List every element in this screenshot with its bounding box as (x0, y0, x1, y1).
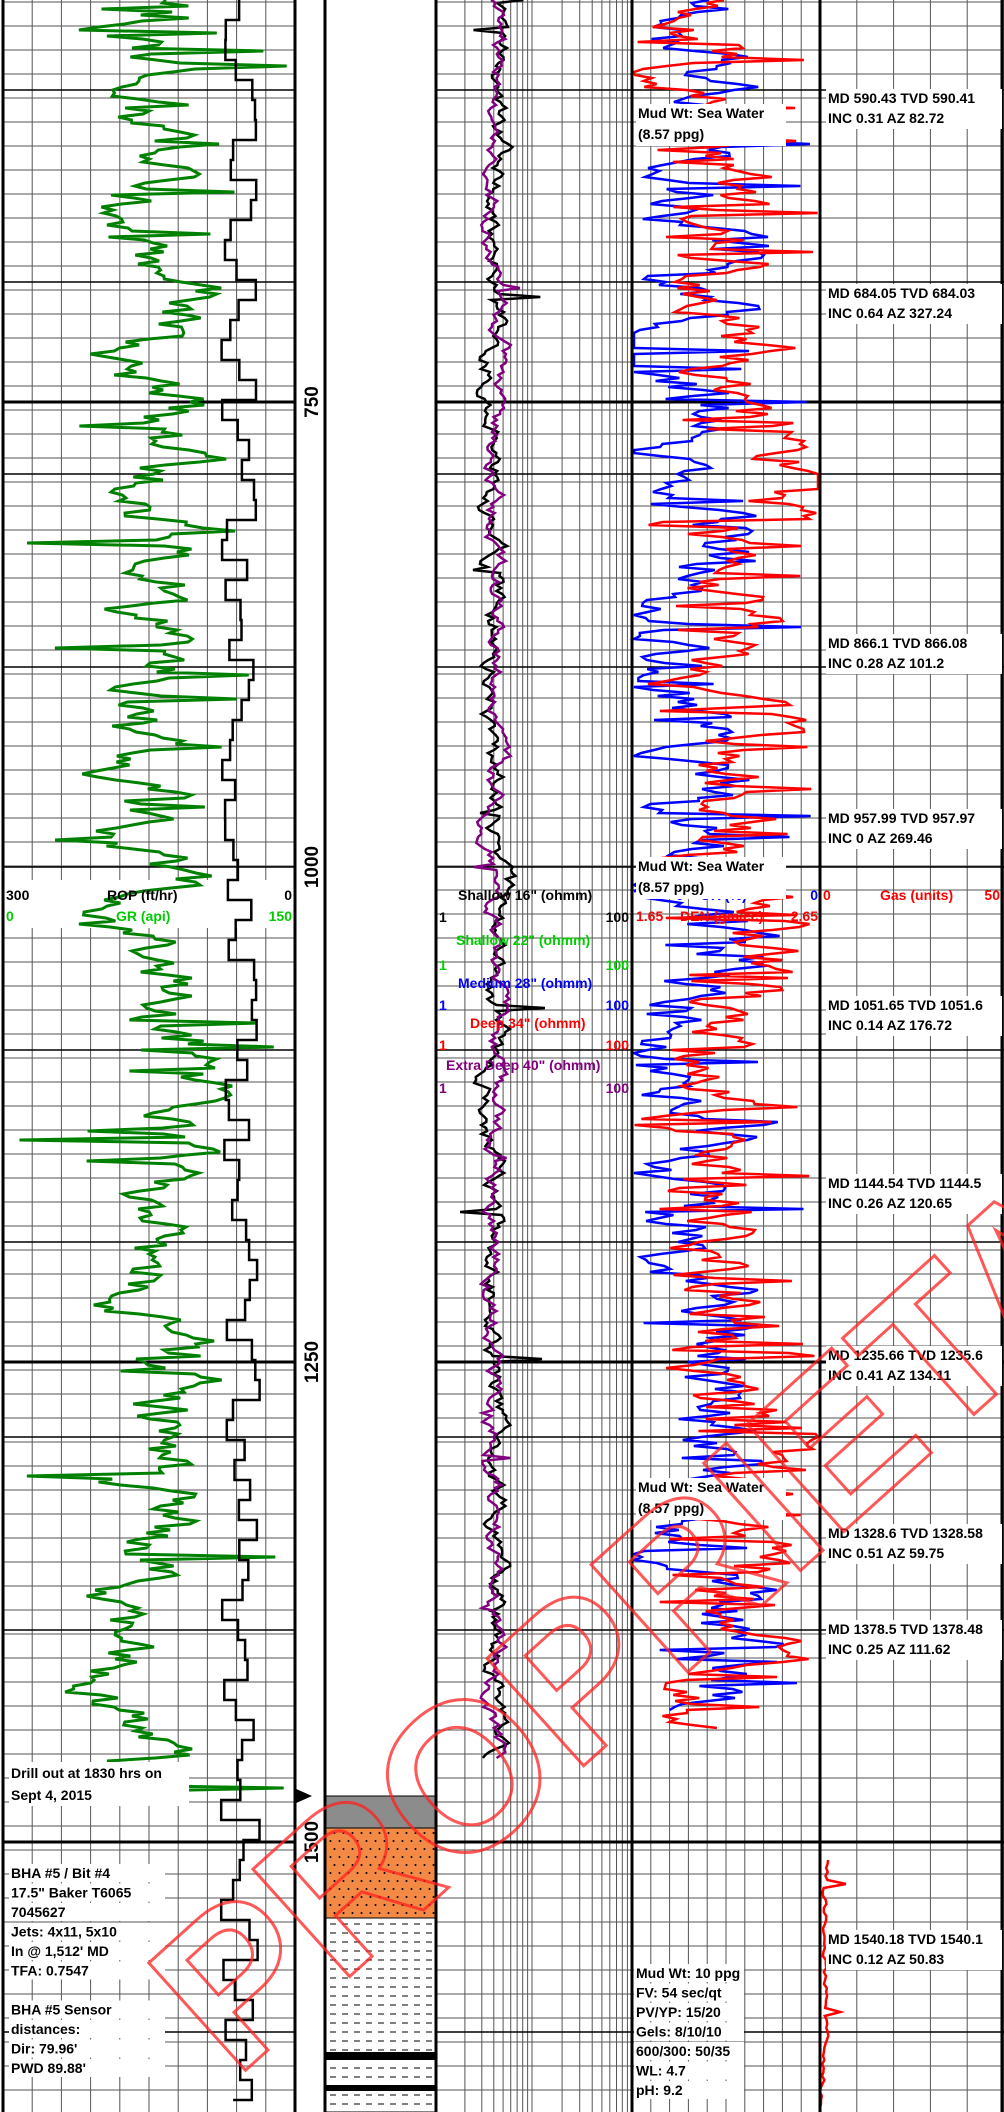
res-name-3: Deep 34" (ohmm) (470, 1015, 586, 1031)
bha-info-4: In @ 1,512' MD (11, 1943, 109, 1959)
den-min: 1.65 (636, 908, 663, 924)
depth-label-750: 750 (302, 386, 323, 418)
or-curve (629, 0, 811, 1712)
gas-min: 0 (823, 887, 831, 903)
rop-name: ROP (ft/hr) (107, 887, 178, 903)
survey-4-line1: MD 1051.65 TVD 1051.6 (828, 997, 983, 1013)
casing-marker (294, 1788, 312, 1804)
res-max-3: 100 (606, 1037, 630, 1053)
depth-label-1000: 1000 (302, 846, 323, 888)
mud-note-2-line1: Mud Wt: Sea Water (638, 1479, 765, 1495)
log-curves (19, 0, 847, 2112)
survey-1-line1: MD 684.05 TVD 684.03 (828, 285, 975, 301)
survey-8-line2: INC 0.25 AZ 111.62 (828, 1641, 951, 1657)
res-min-0: 1 (439, 909, 447, 925)
survey-4-line2: INC 0.14 AZ 176.72 (828, 1017, 952, 1033)
den-name: DEN (gm/cc) (680, 908, 763, 924)
res-name-1: Shallow 22" (ohmm) (456, 932, 590, 948)
survey-7-line1: MD 1328.6 TVD 1328.58 (828, 1525, 983, 1541)
survey-8-line1: MD 1378.5 TVD 1378.48 (828, 1621, 983, 1637)
depth-label-1250: 1250 (302, 1341, 323, 1383)
den-max: 2.65 (791, 908, 818, 924)
lithology-column (294, 1788, 437, 2112)
survey-2-line1: MD 866.1 TVD 866.08 (828, 635, 968, 651)
bha-info-8: distances: (11, 2021, 80, 2037)
survey-3-line2: INC 0 AZ 269.46 (828, 830, 933, 846)
or-max: 0 (810, 887, 818, 903)
bha-info-9: Dir: 79.96' (11, 2041, 77, 2057)
lithology-sand (324, 1827, 437, 1919)
res-min-1: 1 (439, 957, 447, 973)
extra-deep-40-curve (473, 0, 521, 1760)
survey-1-line2: INC 0.64 AZ 327.24 (828, 305, 952, 321)
survey-0-line2: INC 0.31 AZ 82.72 (828, 110, 944, 126)
depth-label-1500: 1500 (302, 1821, 323, 1863)
bha-info-0: BHA #5 / Bit #4 (11, 1865, 110, 1881)
res-max-1: 100 (606, 957, 630, 973)
rop-curve (219, 0, 261, 2102)
annotations: Mud Wt: Sea Water (8.57 ppg) Mud Wt: Sea W… (9, 89, 1002, 2099)
res-max-0: 100 (606, 909, 630, 925)
res-name-2: Medium 28" (ohmm) (458, 975, 592, 991)
gas-max: 50 (984, 887, 1000, 903)
gr-min: 0 (6, 908, 14, 924)
bha-info-10: PWD 89.88' (11, 2060, 86, 2076)
survey-9-line2: INC 0.12 AZ 50.83 (828, 1951, 944, 1967)
gr-curve (19, 0, 287, 1796)
survey-0-line1: MD 590.43 TVD 590.41 (828, 90, 975, 106)
survey-7-line2: INC 0.51 AZ 59.75 (828, 1545, 944, 1561)
rop-min: 300 (6, 887, 30, 903)
res-name-4: Extra Deep 40" (ohmm) (446, 1057, 600, 1073)
mud-property-0: Mud Wt: 10 ppg (636, 1965, 740, 1981)
gas-curve (818, 1859, 847, 2112)
mud-note-1-line2: (8.57 ppg) (638, 879, 704, 895)
mud-note-1-line1: Mud Wt: Sea Water (638, 858, 765, 874)
res-min-2: 1 (439, 997, 447, 1013)
bha-info-5: TFA: 0.7547 (11, 1963, 89, 1979)
bha-info-7: BHA #5 Sensor (11, 2002, 112, 2018)
survey-3-line1: MD 957.99 TVD 957.97 (828, 810, 975, 826)
bha-info-1: 17.5" Baker T6065 (11, 1885, 131, 1901)
survey-6-line2: INC 0.41 AZ 134.11 (828, 1367, 951, 1383)
survey-5-line2: INC 0.26 AZ 120.65 (828, 1195, 952, 1211)
mud-property-6: pH: 9.2 (636, 2082, 683, 2098)
survey-2-line2: INC 0.28 AZ 101.2 (828, 655, 944, 671)
mud-property-3: Gels: 8/10/10 (636, 2024, 722, 2040)
res-max-2: 100 (606, 997, 630, 1013)
mud-property-1: FV: 54 sec/qt (636, 1985, 722, 2001)
drill-out-note-0: Drill out at 1830 hrs on (11, 1765, 162, 1781)
gr-name: GR (api) (116, 908, 170, 924)
res-min-4: 1 (439, 1080, 447, 1096)
gas-name: Gas (units) (880, 887, 953, 903)
survey-5-line1: MD 1144.54 TVD 1144.5 (828, 1175, 982, 1191)
mud-property-5: WL: 4.7 (636, 2063, 686, 2079)
survey-6-line1: MD 1235.66 TVD 1235.6 (828, 1347, 983, 1363)
drill-out-note-1: Sept 4, 2015 (11, 1787, 92, 1803)
lithology-shale (324, 1917, 437, 2112)
rop-max: 0 (284, 887, 292, 903)
mud-note-2-line2: (8.57 ppg) (638, 1500, 704, 1516)
res-min-3: 1 (439, 1037, 447, 1053)
res-name-0: Shallow 16" (ohmm) (458, 887, 592, 903)
mud-note-0-line1: Mud Wt: Sea Water (638, 105, 765, 121)
res-max-4: 100 (606, 1080, 630, 1096)
survey-9-line1: MD 1540.18 TVD 1540.1 (828, 1931, 983, 1947)
bha-info-3: Jets: 4x11, 5x10 (11, 1924, 117, 1940)
mud-property-2: PV/YP: 15/20 (636, 2004, 721, 2020)
depth-labels: 750 1000 1250 1500 (302, 386, 323, 1863)
bha-info-2: 7045627 (11, 1904, 66, 1920)
gr-max: 150 (269, 908, 293, 924)
mud-property-4: 600/300: 50/35 (636, 2043, 730, 2059)
mud-note-0-line2: (8.57 ppg) (638, 126, 704, 142)
